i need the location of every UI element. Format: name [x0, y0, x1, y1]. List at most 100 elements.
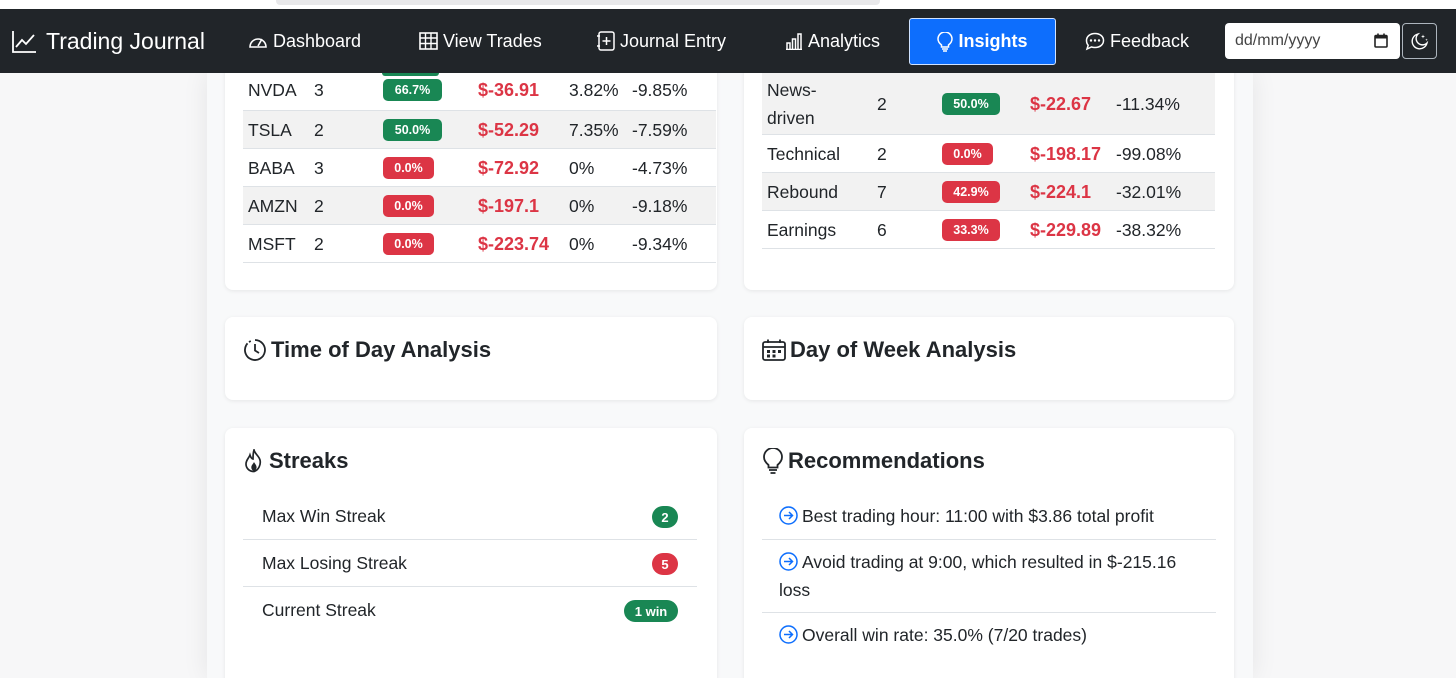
trades-cell: 2	[877, 143, 887, 164]
avg-loss-cell: -7.59%	[632, 119, 688, 140]
streak-value-badge: 5	[652, 553, 678, 575]
symbol-cell: BABA	[248, 157, 295, 178]
symbol-cell: MSFT	[248, 233, 296, 254]
trades-cell: 2	[314, 119, 324, 140]
table-row: Technical 2 0.0% $-198.17 -99.08%	[762, 135, 1215, 173]
trades-cell: 6	[877, 219, 887, 240]
avg-loss-cell: -9.85%	[632, 79, 688, 100]
calendar-icon[interactable]	[1374, 33, 1388, 48]
avg-loss-cell: -4.73%	[632, 157, 688, 178]
trades-cell: 3	[314, 157, 324, 178]
navbar: Trading Journal Dashboard View Trades Jo…	[0, 9, 1456, 73]
trades-cell: 2	[314, 195, 324, 216]
journal-plus-icon	[597, 31, 615, 51]
symbol-performance-card: NVDA 3 66.7% $-36.91 3.82% -9.85% TSLA 2…	[225, 53, 717, 290]
streak-label: Max Win Streak	[262, 505, 386, 526]
lightbulb-icon	[763, 448, 783, 474]
clock-history-icon	[244, 339, 266, 361]
brand-label: Trading Journal	[46, 27, 205, 54]
avg-loss-cell: -9.18%	[632, 195, 688, 216]
recommendations-title: Recommendations	[762, 448, 985, 474]
table-row: Earnings 6 33.3% $-229.89 -38.32%	[762, 211, 1215, 249]
table-row: News- driven 2 50.0% $-22.67 -11.34%	[762, 73, 1215, 135]
return-cell: -32.01%	[1116, 181, 1182, 202]
pnl-cell: $-72.92	[478, 157, 540, 178]
table-row: TSLA 2 50.0% $-52.29 7.35% -7.59%	[243, 111, 716, 149]
pnl-cell: $-22.67	[1030, 93, 1092, 114]
pnl-cell: $-198.17	[1030, 143, 1102, 164]
table-icon	[419, 32, 438, 50]
recommendation-item: Avoid trading at 9:00, which resulted in…	[762, 540, 1216, 613]
strategy-cell: Technical	[767, 143, 840, 164]
strategy-cell: News- driven	[767, 80, 817, 128]
brand-link[interactable]: Trading Journal	[12, 9, 205, 73]
recommendation-item: Best trading hour: 11:00 with $3.86 tota…	[762, 498, 1216, 540]
symbol-cell: AMZN	[248, 195, 298, 216]
nav-journal-entry[interactable]: Journal Entry	[597, 9, 726, 73]
avg-win-cell: 0%	[569, 195, 595, 216]
table-row: MSFT 2 0.0% $-223.74 0% -9.34%	[243, 225, 716, 263]
streak-value-badge: 1 win	[624, 600, 678, 622]
pnl-cell: $-197.1	[478, 195, 540, 216]
nav-insights[interactable]: Insights	[909, 18, 1056, 65]
nav-analytics-label: Analytics	[808, 30, 881, 51]
recommendation-text: Overall win rate: 35.0% (7/20 trades)	[802, 625, 1087, 645]
win-rate-badge: 0.0%	[383, 195, 434, 217]
avg-loss-cell: -9.34%	[632, 233, 688, 254]
lightbulb-icon	[937, 31, 954, 52]
time-of-day-title-text: Time of Day Analysis	[271, 337, 492, 362]
table-row: BABA 3 0.0% $-72.92 0% -4.73%	[243, 149, 716, 187]
table-row: AMZN 2 0.0% $-197.1 0% -9.18%	[243, 187, 716, 225]
streak-value-badge: 2	[652, 506, 678, 528]
nav-view-trades[interactable]: View Trades	[419, 9, 542, 73]
day-of-week-card: Day of Week Analysis	[744, 317, 1234, 400]
return-cell: -38.32%	[1116, 219, 1182, 240]
trades-cell: 7	[877, 181, 887, 202]
avg-win-cell: 7.35%	[569, 119, 619, 140]
strategy-cell: Earnings	[767, 219, 837, 240]
fire-icon	[245, 449, 262, 473]
nav-feedback[interactable]: Feedback	[1085, 9, 1189, 73]
streaks-title-text: Streaks	[269, 448, 349, 473]
nav-journal-entry-label: Journal Entry	[620, 30, 727, 51]
pnl-cell: $-36.91	[478, 79, 540, 100]
strategy-performance-card: News- driven 2 50.0% $-22.67 -11.34% Tec…	[744, 53, 1234, 290]
win-rate-badge: 0.0%	[383, 157, 434, 179]
win-rate-badge: 42.9%	[942, 181, 1000, 203]
table-row: NVDA 3 66.7% $-36.91 3.82% -9.85%	[243, 62, 716, 111]
pnl-cell: $-229.89	[1030, 219, 1102, 240]
recommendation-text: Avoid trading at 9:00, which resulted in…	[779, 552, 1177, 600]
date-input[interactable]: dd/mm/yyyy	[1225, 23, 1400, 59]
insights-container: NVDA 3 66.7% $-36.91 3.82% -9.85% TSLA 2…	[207, 53, 1253, 678]
nav-view-trades-label: View Trades	[443, 30, 542, 51]
avg-win-cell: 3.82%	[569, 79, 619, 100]
recommendations-card: Recommendations Best trading hour: 11:00…	[744, 428, 1234, 678]
streak-label: Max Losing Streak	[262, 552, 407, 573]
pnl-cell: $-224.1	[1030, 181, 1092, 202]
trades-cell: 2	[314, 233, 324, 254]
trades-cell: 2	[877, 93, 887, 114]
time-of-day-card: Time of Day Analysis	[225, 317, 717, 400]
recommendations-title-text: Recommendations	[788, 448, 985, 473]
nav-analytics[interactable]: Analytics	[785, 9, 880, 73]
recommendation-item: Overall win rate: 35.0% (7/20 trades)	[762, 613, 1216, 659]
day-of-week-title: Day of Week Analysis	[762, 337, 1016, 363]
nav-insights-label: Insights	[958, 31, 1028, 51]
nav-dashboard[interactable]: Dashboard	[248, 9, 361, 73]
nav-feedback-label: Feedback	[1110, 30, 1190, 51]
time-of-day-title: Time of Day Analysis	[243, 337, 491, 363]
browser-scroll-strip	[0, 0, 1456, 9]
win-rate-badge: 33.3%	[942, 219, 1000, 241]
day-of-week-title-text: Day of Week Analysis	[790, 337, 1017, 362]
win-rate-badge: 0.0%	[942, 143, 993, 165]
streaks-title: Streaks	[243, 448, 349, 474]
pnl-cell: $-52.29	[478, 119, 540, 140]
theme-toggle-button[interactable]	[1402, 23, 1437, 59]
streaks-card: Streaks Max Win Streak 2 Max Losing Stre…	[225, 428, 717, 678]
trades-cell: 3	[314, 79, 324, 100]
scroll-indicator	[276, 0, 880, 5]
streak-item-max-win: Max Win Streak 2	[243, 493, 697, 540]
graph-up-icon	[12, 30, 36, 53]
calendar-week-icon	[762, 339, 786, 361]
win-rate-badge: 50.0%	[942, 93, 1000, 115]
